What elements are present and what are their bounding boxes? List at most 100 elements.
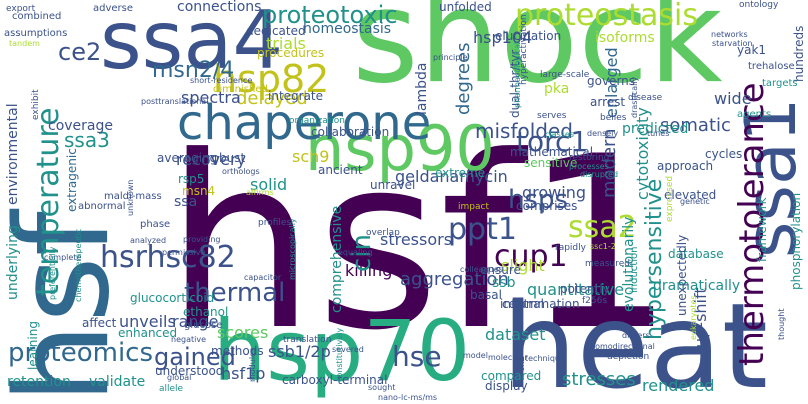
word: abnormal — [78, 201, 126, 212]
word: central — [502, 297, 544, 311]
word: disrupted — [580, 170, 619, 179]
word: connections — [177, 0, 262, 15]
word: pharmacological — [513, 41, 522, 108]
word: ce2 — [58, 38, 102, 66]
word: hsp70 — [213, 302, 471, 400]
word: ssa2 — [568, 210, 637, 245]
word: ensure — [480, 263, 521, 277]
word: aggregation — [400, 269, 509, 290]
word: predicted — [622, 121, 689, 137]
word: sensitive — [524, 156, 578, 170]
word: scores — [217, 323, 269, 342]
word: short-residence — [190, 76, 253, 85]
word: orthologs — [222, 167, 260, 176]
word: hundreds — [792, 25, 806, 82]
word: genetic — [680, 197, 710, 206]
word: molecular — [488, 353, 528, 362]
word: ssa3 — [64, 128, 110, 152]
word: f256s — [582, 296, 608, 306]
word: rsp5 — [178, 172, 205, 186]
word: recovery — [176, 150, 247, 169]
word: extragenic — [65, 148, 79, 212]
word: comprises — [516, 199, 578, 213]
word: enhanced — [118, 326, 178, 340]
word: misfolded — [475, 119, 573, 143]
word: trials — [266, 34, 306, 53]
word: networks — [711, 30, 748, 39]
word: procedures — [257, 46, 325, 60]
word: global — [167, 373, 192, 382]
word: drastically — [630, 76, 639, 118]
word: eukaryotes — [689, 295, 698, 340]
word: hsp104 — [473, 28, 533, 47]
word: posttranslational — [141, 97, 209, 106]
word: disease — [628, 93, 663, 103]
word: compared — [481, 369, 542, 383]
word: basal — [470, 288, 502, 302]
word: methods — [211, 344, 264, 358]
word: unexpectedly — [675, 234, 689, 316]
word: hsp90 — [305, 112, 495, 185]
word: technique — [525, 354, 565, 363]
word: killing — [345, 261, 393, 280]
word: homeostasis — [303, 21, 392, 37]
word: hsps — [508, 185, 569, 215]
word: principle — [433, 53, 468, 62]
word: isoforms — [595, 30, 655, 46]
word: collaboration — [311, 125, 390, 139]
word: hypersensitive — [642, 178, 667, 340]
word: colleagues — [460, 265, 503, 274]
word: underlying — [5, 225, 21, 300]
word: exhibit — [31, 89, 41, 120]
word: phosphorylation — [789, 192, 803, 290]
word: chemotherapeutic — [74, 228, 83, 302]
word: shock — [352, 0, 723, 112]
word: framework — [755, 197, 769, 262]
word: chaperone — [177, 95, 432, 151]
word: dataset — [485, 325, 546, 344]
word: classes — [545, 130, 574, 139]
word: unfolded — [439, 0, 492, 14]
word: analyzed — [130, 236, 167, 245]
word: hsf1p — [221, 364, 266, 383]
word: display — [485, 379, 528, 393]
word: nano-lc-ms/ms — [378, 393, 438, 402]
word: ancient — [318, 163, 363, 177]
word: glucocorticoid — [130, 291, 215, 305]
word: integrate — [268, 89, 324, 103]
word: severed — [332, 345, 364, 354]
word: slight — [501, 256, 545, 275]
word: impact — [458, 202, 489, 212]
word: model — [463, 351, 488, 360]
word: glucose — [184, 320, 223, 331]
word: lambda — [414, 62, 430, 115]
word: starvation — [712, 39, 753, 48]
word: densely — [587, 129, 619, 138]
word: stresses — [562, 369, 636, 390]
word: torc1 — [516, 125, 589, 158]
word: validate — [89, 374, 146, 390]
word: assumptions — [4, 28, 68, 39]
word: complete — [44, 253, 82, 262]
word: database — [668, 247, 724, 261]
word: hsp82 — [213, 57, 330, 101]
word: unknown — [126, 179, 135, 216]
word: retention — [7, 374, 71, 390]
word: targets — [762, 78, 798, 89]
word: arrest — [590, 95, 626, 109]
word: environmental — [5, 103, 21, 205]
word: translation — [283, 335, 332, 345]
word: quantitative — [527, 280, 625, 299]
word: thermal — [184, 278, 286, 308]
word: equaling — [338, 248, 373, 257]
word: microscopically — [288, 218, 297, 280]
word: solid — [250, 175, 288, 194]
word: measured — [585, 259, 630, 269]
word: robust — [207, 151, 246, 165]
word: affirms — [246, 188, 274, 197]
word: adverse — [93, 3, 134, 14]
word: ppt1 — [448, 212, 517, 247]
word: constitutively — [335, 327, 344, 382]
word: comprehensive — [329, 205, 345, 313]
